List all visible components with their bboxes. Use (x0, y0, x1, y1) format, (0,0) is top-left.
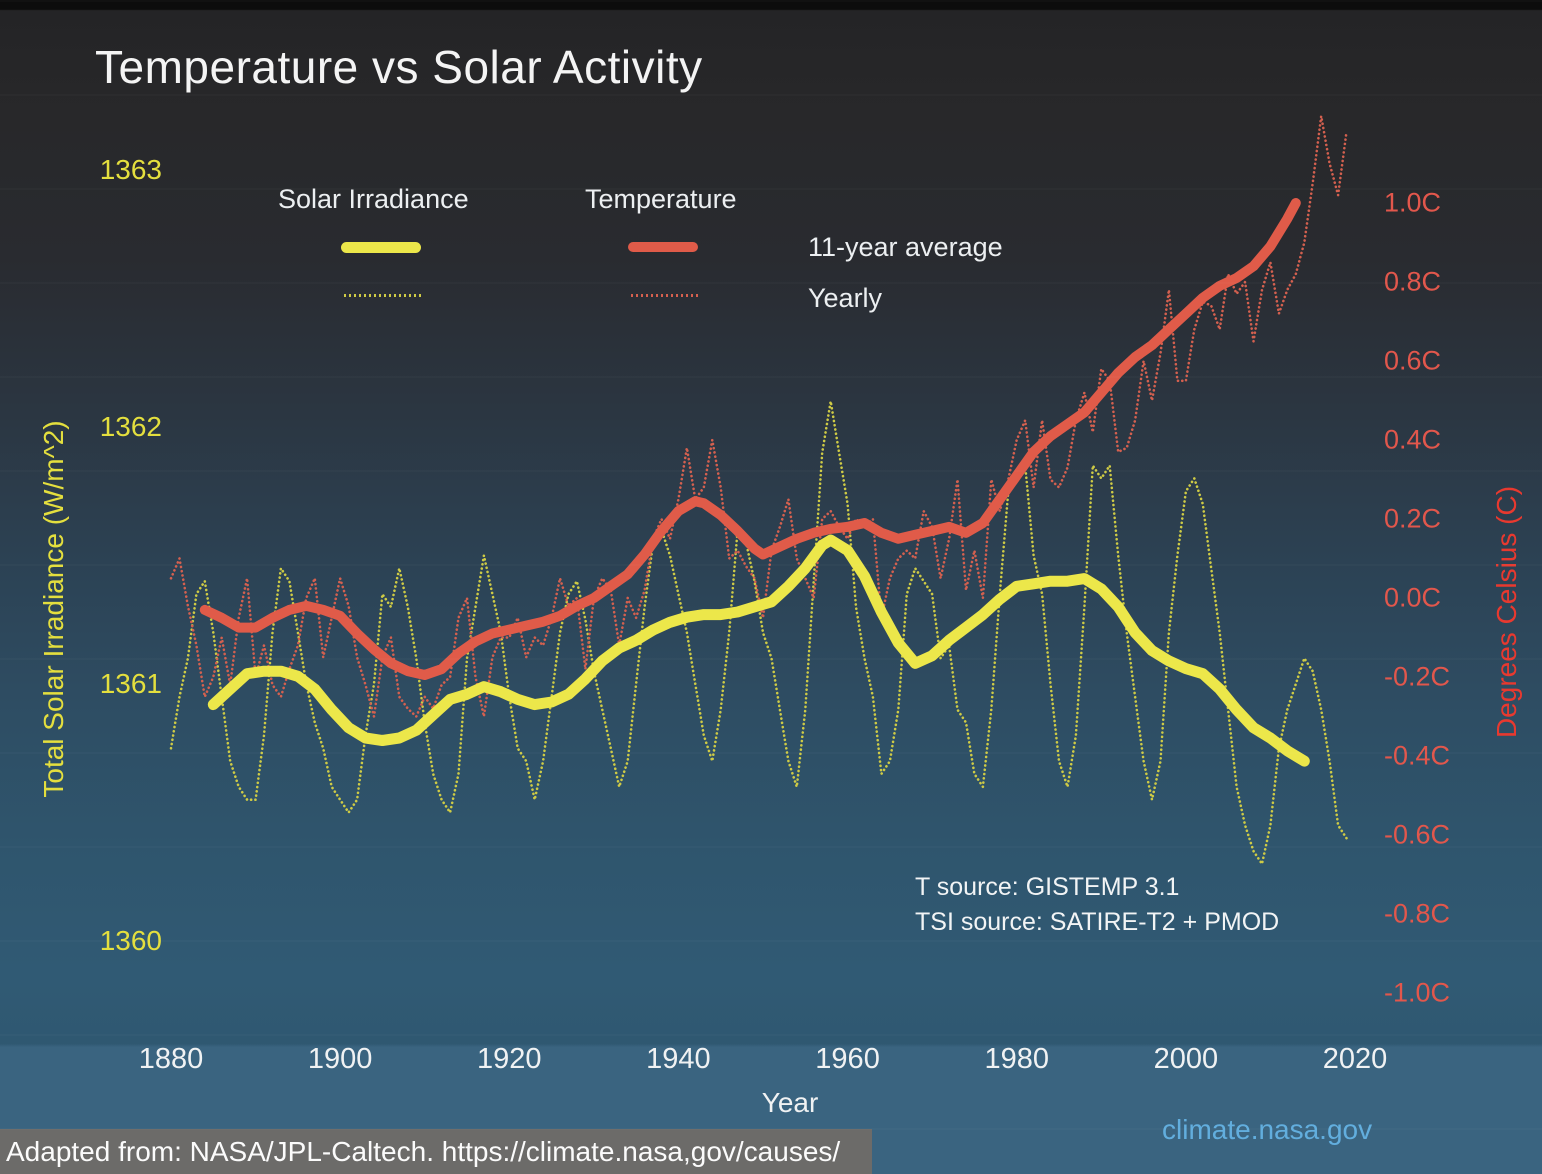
right-tick-label: 1.0C (1384, 187, 1442, 218)
left-axis-title: Total Solar Irradiance (W/m^2) (38, 420, 69, 798)
temp-avg-line (199, 198, 1301, 680)
solar-yearly-line (169, 399, 1348, 866)
x-tick-label: 1940 (646, 1043, 711, 1075)
right-tick-label: 0.2C (1384, 503, 1442, 534)
x-tick-label: 1960 (815, 1043, 880, 1075)
legend-yearly-label: Yearly (808, 283, 883, 313)
left-tick-label: 1362 (99, 411, 162, 442)
x-axis-title: Year (761, 1087, 819, 1118)
left-tick-label: 1360 (99, 925, 162, 956)
left-tick-label: 1361 (99, 668, 162, 699)
temp-yearly-line (169, 114, 1348, 718)
right-tick-label: -0.8C (1384, 898, 1451, 929)
x-tick-label: 2020 (1322, 1043, 1388, 1075)
temperature-yearly-swatch (631, 294, 699, 297)
temperature-source-note: T source: GISTEMP 3.1 (915, 873, 1180, 901)
temperature-average-swatch (628, 242, 698, 252)
x-tick-label: 1980 (984, 1043, 1049, 1075)
right-tick-label: -1.0C (1384, 977, 1451, 1008)
legend-11-year-average-label: 11-year average (808, 232, 1003, 262)
x-tick-label: 1880 (138, 1043, 204, 1075)
solar-average-swatch (341, 242, 421, 253)
attribution-bar (0, 1129, 872, 1174)
right-tick-label: 0.4C (1384, 424, 1442, 455)
page-title: Temperature vs Solar Activity (95, 41, 703, 93)
right-tick-label: 0.8C (1384, 266, 1442, 297)
data-source-note: T source: GISTEMP 3.1 TSI source: SATIRE… (915, 870, 1279, 940)
right-tick-label: -0.2C (1384, 661, 1451, 692)
right-axis-title: Degrees Celsius (C) (1491, 485, 1522, 739)
right-tick-label: 0.0C (1384, 582, 1442, 613)
right-tick-label: 0.6C (1384, 345, 1442, 376)
right-tick-label: -0.6C (1384, 819, 1451, 850)
x-tick-label: 2000 (1153, 1043, 1219, 1075)
legend-temperature-label: Temperature (585, 184, 737, 214)
x-tick-label: 1900 (307, 1043, 373, 1075)
tsi-source-note: TSI source: SATIRE-T2 + PMOD (915, 908, 1280, 936)
x-tick-label: 1920 (477, 1043, 542, 1075)
right-tick-label: -0.4C (1384, 740, 1451, 771)
solar-avg-line (207, 534, 1310, 767)
attribution-text: Adapted from: NASA/JPL-Caltech. https://… (6, 1136, 841, 1167)
climate-nasa-gov-link: climate.nasa.gov (1162, 1114, 1373, 1145)
legend-solar-irradiance-label: Solar Irradiance (278, 184, 469, 214)
solar-yearly-swatch (344, 294, 421, 297)
left-tick-label: 1363 (99, 154, 162, 185)
